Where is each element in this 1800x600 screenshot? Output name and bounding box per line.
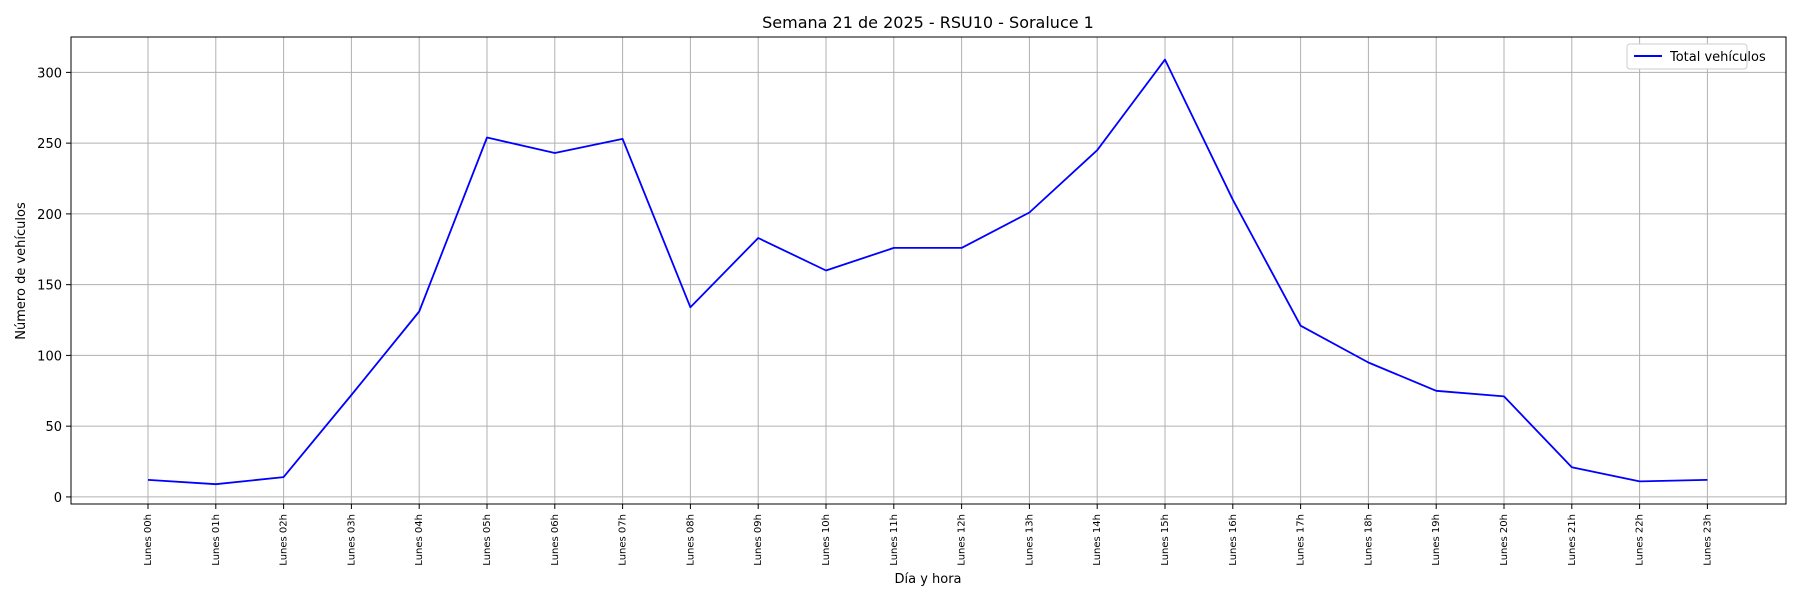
x-tick-label: Lunes 11h	[889, 514, 900, 566]
grid-lines	[71, 37, 1786, 504]
x-tick-label: Lunes 06h	[550, 514, 561, 566]
x-tick-label: Lunes 10h	[821, 514, 832, 566]
legend-box	[1626, 43, 1748, 70]
x-tick-label: Lunes 15h	[1160, 514, 1171, 566]
x-tick-label: Lunes 14h	[1092, 514, 1103, 566]
y-tick-label: 100	[37, 349, 62, 364]
x-tick-label: Lunes 19h	[1431, 514, 1442, 566]
x-tick-label: Lunes 22h	[1635, 514, 1646, 566]
x-axis-label: Día y hora	[894, 572, 961, 587]
x-tick-label: Lunes 08h	[685, 514, 696, 566]
x-tick-label: Lunes 01h	[211, 514, 222, 566]
x-tick-label: Lunes 05h	[482, 514, 493, 566]
y-tick-label: 250	[37, 137, 62, 152]
series-line-total-vehiculos	[147, 58, 1708, 486]
series-group	[147, 58, 1708, 486]
legend-label: Total vehículos	[1669, 50, 1766, 65]
legend: Total vehículos	[1626, 43, 1766, 70]
x-tick-label: Lunes 07h	[618, 514, 629, 566]
chart-title: Semana 21 de 2025 - RSU10 - Soraluce 1	[762, 13, 1094, 32]
y-tick-label: 150	[37, 279, 62, 294]
x-tick-label: Lunes 20h	[1499, 514, 1510, 566]
x-tick-label: Lunes 04h	[414, 514, 425, 566]
plot-area-frame	[70, 36, 1787, 505]
x-tick-label: Lunes 17h	[1296, 514, 1307, 566]
x-tick-label: Lunes 18h	[1363, 514, 1374, 566]
x-tick-label: Lunes 00h	[143, 514, 154, 566]
x-tick-label: Lunes 02h	[279, 514, 290, 566]
x-tick-label: Lunes 13h	[1024, 514, 1035, 566]
x-tick-label: Lunes 09h	[753, 514, 764, 566]
y-tick-label: 50	[45, 420, 62, 435]
x-tick-label: Lunes 03h	[346, 514, 357, 566]
y-axis-ticks: 0 50 100 150 200 250 300	[37, 66, 71, 506]
x-tick-label: Lunes 16h	[1228, 514, 1239, 566]
x-tick-label: Lunes 12h	[957, 514, 968, 566]
x-tick-label: Lunes 23h	[1702, 514, 1713, 566]
y-tick-label: 0	[54, 491, 62, 506]
x-tick-label: Lunes 21h	[1567, 514, 1578, 566]
y-tick-label: 200	[37, 208, 62, 223]
y-axis-label: Número de vehículos	[14, 202, 29, 340]
x-axis-ticks: Lunes 00h Lunes 01h Lunes 02h Lunes 03h Lune…	[143, 504, 1713, 566]
y-tick-label: 300	[37, 66, 62, 81]
